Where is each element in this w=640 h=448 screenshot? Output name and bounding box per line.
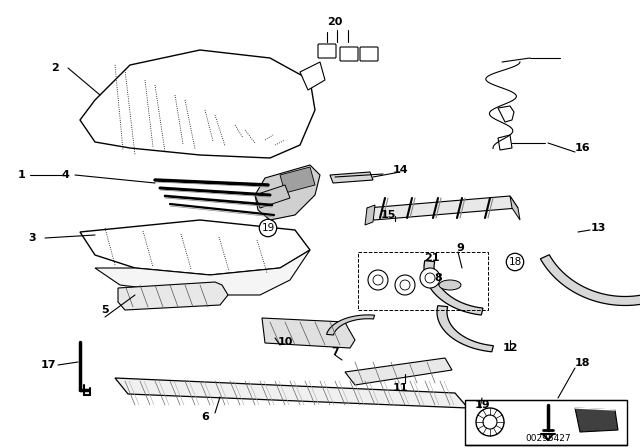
Polygon shape	[115, 378, 468, 408]
Polygon shape	[498, 135, 512, 150]
Polygon shape	[367, 196, 518, 220]
Polygon shape	[540, 255, 640, 306]
Text: 19: 19	[261, 223, 275, 233]
Text: 11: 11	[392, 383, 408, 393]
Circle shape	[400, 280, 410, 290]
Text: 4: 4	[61, 170, 69, 180]
Text: 15: 15	[380, 210, 396, 220]
Text: 20: 20	[327, 17, 342, 27]
Polygon shape	[262, 318, 355, 348]
Text: 18: 18	[574, 358, 589, 368]
Text: 00295427: 00295427	[525, 434, 571, 443]
Polygon shape	[300, 62, 325, 90]
Ellipse shape	[439, 280, 461, 290]
Polygon shape	[365, 205, 375, 225]
Polygon shape	[510, 196, 520, 220]
Polygon shape	[80, 50, 315, 158]
Text: 9: 9	[456, 243, 464, 253]
Text: 17: 17	[40, 360, 56, 370]
Circle shape	[425, 273, 435, 283]
Text: 3: 3	[28, 233, 36, 243]
Text: 2: 2	[51, 63, 59, 73]
Polygon shape	[255, 185, 290, 208]
Polygon shape	[437, 306, 493, 352]
Polygon shape	[575, 408, 618, 432]
Text: 7: 7	[331, 347, 339, 357]
Polygon shape	[255, 165, 320, 220]
Circle shape	[395, 275, 415, 295]
Text: 16: 16	[574, 143, 590, 153]
Circle shape	[373, 275, 383, 285]
Polygon shape	[95, 250, 310, 295]
FancyBboxPatch shape	[318, 44, 336, 58]
FancyBboxPatch shape	[360, 47, 378, 61]
Polygon shape	[118, 282, 228, 310]
Text: 14: 14	[392, 165, 408, 175]
Circle shape	[476, 408, 504, 436]
FancyBboxPatch shape	[340, 47, 358, 61]
Text: 1: 1	[18, 170, 26, 180]
Text: 8: 8	[434, 273, 442, 283]
Text: 18: 18	[508, 257, 522, 267]
Text: 21: 21	[424, 253, 440, 263]
Polygon shape	[424, 261, 483, 315]
Bar	[465, 400, 627, 445]
Polygon shape	[498, 106, 514, 122]
Circle shape	[483, 415, 497, 429]
Polygon shape	[280, 167, 315, 193]
Polygon shape	[345, 358, 452, 385]
Text: 6: 6	[201, 412, 209, 422]
Polygon shape	[326, 315, 374, 335]
Circle shape	[368, 270, 388, 290]
Text: 10: 10	[277, 337, 292, 347]
Text: 19: 19	[474, 400, 490, 410]
Text: 13: 13	[590, 223, 605, 233]
Text: 5: 5	[101, 305, 109, 315]
Text: 12: 12	[502, 343, 518, 353]
Circle shape	[420, 268, 440, 288]
Polygon shape	[330, 172, 373, 183]
Polygon shape	[80, 220, 310, 275]
